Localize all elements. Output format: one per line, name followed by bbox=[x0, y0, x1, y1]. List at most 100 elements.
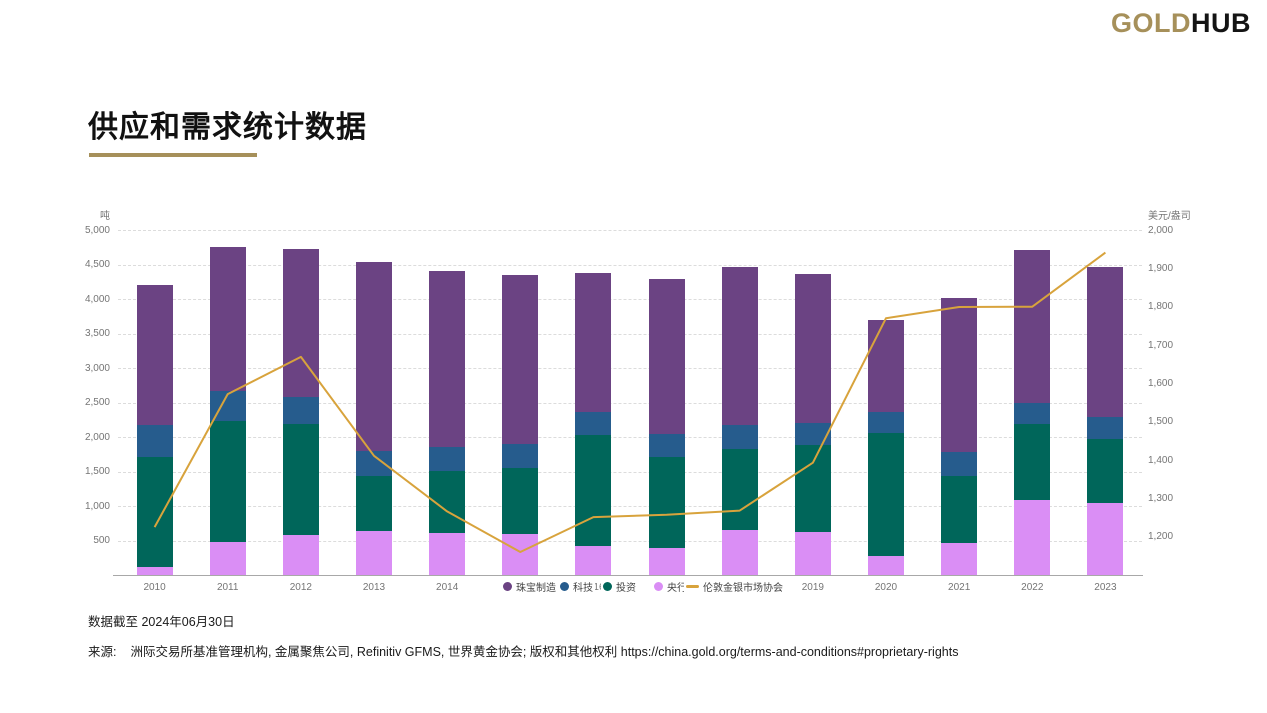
bar-2021-珠宝制造[interactable] bbox=[941, 297, 978, 452]
bar-2020-科技[interactable] bbox=[868, 412, 904, 433]
bar-2023-科技[interactable] bbox=[1087, 417, 1124, 440]
legend-label: 珠宝制造 bbox=[516, 582, 556, 594]
gridline-4000 bbox=[118, 299, 1142, 300]
bar-2010-科技[interactable] bbox=[136, 424, 173, 457]
bar-2017-珠宝制造[interactable] bbox=[648, 278, 685, 434]
bar-2014-珠宝制造[interactable] bbox=[429, 270, 466, 447]
gridline-500 bbox=[118, 540, 1142, 542]
legend-item-珠宝制造[interactable]: 珠宝制造 bbox=[501, 579, 558, 594]
right-axis-tick-1600: 1,600 bbox=[1148, 377, 1174, 389]
bar-2011-央行[interactable] bbox=[209, 541, 246, 575]
bar-2012-科技[interactable] bbox=[282, 396, 319, 424]
left-axis-tick-2000: 2,000 bbox=[84, 431, 110, 443]
bar-2016-科技[interactable] bbox=[575, 412, 612, 435]
bar-2019-珠宝制造[interactable] bbox=[794, 273, 831, 423]
price-line-layer bbox=[153, 251, 1106, 553]
left-axis-unit-label: 吨 bbox=[100, 211, 110, 222]
bar-2016-央行[interactable] bbox=[575, 546, 612, 575]
left-axis-tick-4500: 4,500 bbox=[84, 259, 110, 270]
legend-dot-icon bbox=[654, 581, 663, 591]
bar-2018-珠宝制造[interactable] bbox=[721, 267, 758, 425]
bar-2022-投资[interactable] bbox=[1014, 424, 1051, 501]
bar-2020-投资[interactable] bbox=[868, 432, 904, 556]
bar-2023-珠宝制造[interactable] bbox=[1087, 266, 1124, 418]
bar-2014-科技[interactable] bbox=[429, 446, 466, 471]
title-underline bbox=[89, 153, 257, 157]
bar-2010-珠宝制造[interactable] bbox=[136, 284, 173, 425]
left-axis-tick-3000: 3,000 bbox=[84, 362, 110, 374]
right-axis-tick-1900: 1,900 bbox=[1148, 262, 1174, 274]
x-axis-label-2023: 2023 bbox=[1094, 582, 1117, 593]
bar-2017-投资[interactable] bbox=[648, 457, 685, 548]
bar-2015-投资[interactable] bbox=[502, 468, 539, 535]
bar-2019-科技[interactable] bbox=[794, 422, 831, 445]
bar-2011-投资[interactable] bbox=[209, 420, 246, 542]
bar-2010-央行[interactable] bbox=[136, 566, 173, 575]
bar-2015-央行[interactable] bbox=[502, 534, 539, 575]
bar-2013-央行[interactable] bbox=[356, 531, 392, 575]
bar-2020-珠宝制造[interactable] bbox=[868, 320, 904, 413]
bar-2021-央行[interactable] bbox=[941, 542, 978, 575]
left-axis-tick-500: 500 bbox=[93, 535, 110, 546]
legend-item-伦敦金银市场协会[interactable]: 伦敦金银市场协会 bbox=[684, 579, 785, 594]
bar-2022-科技[interactable] bbox=[1014, 403, 1051, 425]
gridline-2500 bbox=[118, 402, 1142, 404]
left-axis-tick-1000: 1,000 bbox=[84, 500, 110, 512]
right-axis-tick-2000: 2,000 bbox=[1148, 224, 1174, 236]
bar-2023-投资[interactable] bbox=[1087, 439, 1124, 504]
bar-2015-珠宝制造[interactable] bbox=[502, 274, 539, 445]
bar-2016-珠宝制造[interactable] bbox=[575, 273, 612, 413]
bar-2010-投资[interactable] bbox=[136, 457, 173, 567]
legend-dot-icon bbox=[503, 581, 512, 591]
goldhub-logo: GOLDHUB bbox=[1111, 8, 1251, 39]
right-axis-tick-1700: 1,700 bbox=[1148, 339, 1174, 351]
logo-hub-text: HUB bbox=[1191, 8, 1251, 38]
gridline-3500 bbox=[118, 333, 1142, 335]
price-line[interactable] bbox=[153, 251, 1106, 553]
bar-2018-科技[interactable] bbox=[721, 424, 758, 449]
right-axis-tick-1400: 1,400 bbox=[1148, 454, 1174, 466]
bar-2013-珠宝制造[interactable] bbox=[356, 262, 392, 452]
right-axis-tick-1300: 1,300 bbox=[1148, 492, 1174, 504]
bar-2021-投资[interactable] bbox=[941, 475, 978, 543]
bar-2017-科技[interactable] bbox=[648, 433, 685, 457]
x-axis-label-2012: 2012 bbox=[289, 582, 312, 593]
left-axis-tick-3500: 3,500 bbox=[84, 328, 110, 339]
legend-item-科技[interactable]: 科技 bbox=[558, 579, 595, 594]
left-axis-tick-4000: 4,000 bbox=[84, 293, 110, 305]
bar-2012-投资[interactable] bbox=[282, 423, 319, 535]
x-axis-label-2011: 2011 bbox=[216, 582, 239, 593]
legend-item-央行[interactable]: 央行 bbox=[652, 579, 689, 594]
bar-2015-科技[interactable] bbox=[502, 444, 539, 469]
bar-2012-央行[interactable] bbox=[282, 534, 319, 575]
bar-2018-央行[interactable] bbox=[721, 530, 758, 575]
bar-2022-珠宝制造[interactable] bbox=[1014, 249, 1051, 404]
legend-line-icon bbox=[686, 584, 699, 588]
bar-2017-央行[interactable] bbox=[648, 547, 685, 575]
bar-2013-投资[interactable] bbox=[356, 475, 392, 532]
bar-2016-投资[interactable] bbox=[575, 434, 612, 546]
bar-2014-央行[interactable] bbox=[429, 532, 466, 575]
legend-label: 央行 bbox=[667, 582, 687, 594]
supply-demand-chart: 吨 美元/盎司 500 1,000 1,500 2,000 2,500 3,000 3,50… bbox=[85, 205, 1220, 605]
right-axis-tick-1500: 1,500 bbox=[1148, 416, 1174, 428]
gridline-2000 bbox=[118, 437, 1142, 438]
bar-2021-科技[interactable] bbox=[941, 451, 978, 476]
gridline-5000 bbox=[118, 230, 1142, 231]
legend-label: 科技 bbox=[573, 582, 593, 594]
bar-2022-央行[interactable] bbox=[1014, 500, 1051, 575]
left-axis-tick-1500: 1,500 bbox=[84, 466, 110, 477]
bar-2011-珠宝制造[interactable] bbox=[209, 246, 246, 392]
bar-2018-投资[interactable] bbox=[721, 448, 758, 531]
legend-item-投资[interactable]: 投资 bbox=[601, 579, 638, 594]
x-axis-label-2021: 2021 bbox=[948, 582, 971, 593]
bar-2019-央行[interactable] bbox=[794, 531, 831, 575]
x-axis-label-2019: 2019 bbox=[801, 582, 824, 593]
bar-2023-央行[interactable] bbox=[1087, 503, 1124, 575]
bar-2019-投资[interactable] bbox=[794, 444, 831, 532]
bar-2020-央行[interactable] bbox=[868, 555, 904, 575]
x-axis-label-2013: 2013 bbox=[362, 582, 386, 593]
left-axis-tick-5000: 5,000 bbox=[84, 224, 110, 236]
legend-label: 投资 bbox=[616, 582, 636, 594]
legend-dot-icon bbox=[560, 581, 569, 591]
